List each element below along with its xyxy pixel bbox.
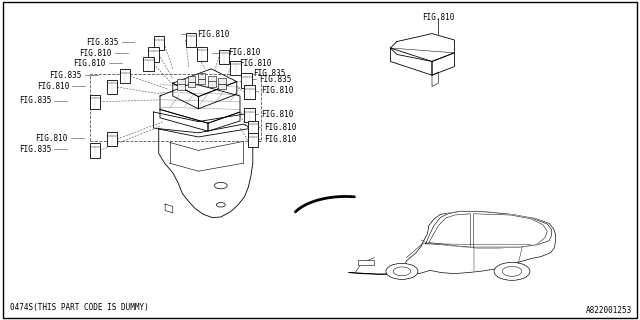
- Text: FIG.835: FIG.835: [19, 145, 51, 154]
- Bar: [198, 79, 205, 84]
- Circle shape: [494, 262, 530, 280]
- Text: FIG.810: FIG.810: [261, 86, 294, 95]
- Circle shape: [386, 263, 418, 279]
- Bar: [197, 46, 207, 61]
- Polygon shape: [198, 82, 237, 109]
- Text: FIG.810: FIG.810: [197, 30, 230, 39]
- Bar: [143, 57, 154, 71]
- Text: FIG.810: FIG.810: [79, 49, 112, 58]
- Bar: [198, 73, 205, 79]
- Bar: [244, 108, 255, 122]
- Polygon shape: [159, 124, 253, 218]
- Polygon shape: [426, 211, 552, 248]
- Bar: [358, 260, 374, 265]
- Text: FIG.835: FIG.835: [19, 96, 51, 105]
- Text: FIG.810: FIG.810: [264, 135, 296, 144]
- Polygon shape: [154, 112, 253, 137]
- Text: FIG.810: FIG.810: [422, 13, 454, 22]
- Polygon shape: [474, 214, 547, 247]
- Bar: [154, 36, 164, 50]
- Bar: [90, 94, 100, 109]
- Text: FIG.810: FIG.810: [239, 59, 272, 68]
- Text: FIG.810: FIG.810: [36, 82, 69, 91]
- Polygon shape: [173, 83, 198, 109]
- Bar: [218, 84, 226, 89]
- Circle shape: [502, 267, 522, 276]
- Bar: [208, 76, 216, 82]
- Text: FIG.810: FIG.810: [35, 134, 68, 143]
- Text: FIG.810: FIG.810: [264, 123, 296, 132]
- Polygon shape: [432, 72, 438, 86]
- Text: FIG.810: FIG.810: [73, 59, 106, 68]
- Text: FIG.835: FIG.835: [259, 75, 292, 84]
- Bar: [219, 50, 229, 64]
- Bar: [188, 76, 195, 82]
- Circle shape: [214, 182, 227, 189]
- Bar: [244, 85, 255, 99]
- Bar: [248, 133, 258, 147]
- Text: 0474S(THIS PART CODE IS DUMMY): 0474S(THIS PART CODE IS DUMMY): [10, 303, 148, 312]
- Text: FIG.810: FIG.810: [228, 48, 260, 57]
- Bar: [248, 121, 258, 135]
- Bar: [177, 79, 185, 85]
- Bar: [148, 47, 159, 61]
- Polygon shape: [160, 109, 208, 131]
- Polygon shape: [390, 48, 432, 75]
- Polygon shape: [165, 204, 173, 213]
- Text: A822001253: A822001253: [586, 306, 632, 315]
- Bar: [241, 73, 252, 88]
- Bar: [188, 82, 195, 87]
- Circle shape: [393, 267, 411, 276]
- Bar: [208, 81, 216, 87]
- Text: FIG.835: FIG.835: [49, 71, 82, 80]
- Bar: [107, 80, 117, 94]
- Bar: [120, 69, 130, 83]
- Polygon shape: [390, 34, 454, 61]
- Text: FIG.810: FIG.810: [261, 110, 294, 119]
- Bar: [230, 60, 241, 75]
- Text: FIG.835: FIG.835: [253, 69, 285, 78]
- Bar: [218, 78, 226, 84]
- Bar: [90, 74, 261, 141]
- Polygon shape: [173, 69, 237, 97]
- Circle shape: [216, 203, 225, 207]
- Polygon shape: [429, 214, 470, 247]
- Bar: [186, 33, 196, 47]
- Text: FIG.835: FIG.835: [86, 38, 118, 47]
- Bar: [90, 143, 100, 157]
- Polygon shape: [349, 211, 556, 274]
- Bar: [177, 84, 185, 90]
- Polygon shape: [208, 112, 240, 131]
- Polygon shape: [160, 83, 240, 123]
- Bar: [107, 132, 117, 147]
- Polygon shape: [432, 53, 454, 75]
